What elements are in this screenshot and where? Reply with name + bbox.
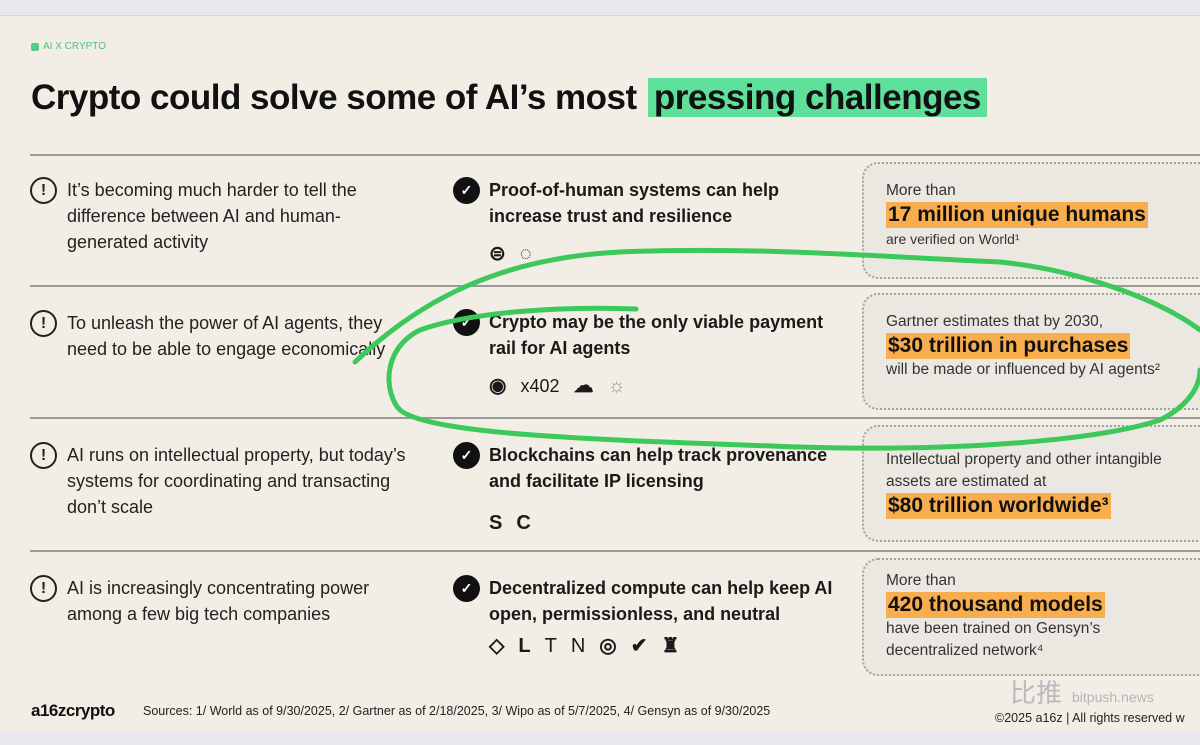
problem-3: ! AI runs on intellectual property, but t… bbox=[30, 442, 420, 520]
stat-card-3: Intellectual property and other intangib… bbox=[862, 425, 1200, 542]
watermark: 比推 bbox=[1010, 678, 1063, 708]
stat-card-4: More than 420 thousand models have been tr… bbox=[862, 558, 1200, 676]
copyright: ©2025 a16z | All rights reserved w bbox=[995, 711, 1185, 725]
sun-logo-icon: ☼ bbox=[607, 375, 626, 397]
problem-4: ! AI is increasingly concentrating power … bbox=[30, 575, 420, 627]
alert-icon: ! bbox=[30, 575, 57, 602]
n-logo-icon: N bbox=[570, 635, 586, 657]
camp-logo-icon: C bbox=[516, 512, 531, 534]
alert-icon: ! bbox=[30, 310, 57, 337]
world-logo-icon: ⊜ bbox=[489, 243, 506, 265]
a16z-crypto-logo: a16zcrypto bbox=[31, 701, 115, 720]
figure-logo-icon: ♜ bbox=[661, 635, 680, 657]
t-logo-icon: T bbox=[544, 635, 557, 657]
page-title: Crypto could solve some of AI’s most pre… bbox=[31, 78, 987, 118]
cloudflare-logo-icon: ☁ bbox=[573, 375, 594, 397]
stat-card-1: More than 17 million unique humans are ver… bbox=[862, 162, 1200, 279]
check-icon: ✓ bbox=[453, 177, 480, 204]
solution-3: ✓ Blockchains can help track provenance a… bbox=[453, 442, 843, 536]
sources-note: Sources: 1/ World as of 9/30/2025, 2/ Ga… bbox=[143, 704, 771, 718]
title-highlight: pressing challenges bbox=[647, 78, 987, 117]
check-icon: ✓ bbox=[453, 442, 480, 469]
x402-logo: x402 bbox=[520, 376, 560, 396]
solution-4: ✓ Decentralized compute can help keep AI … bbox=[453, 575, 843, 659]
alert-icon: ! bbox=[30, 177, 57, 204]
divider bbox=[30, 285, 1200, 287]
coinbase-logo-icon: ◉ bbox=[489, 375, 507, 397]
tag-square-icon bbox=[31, 42, 39, 51]
watermark-url: bitpush.news bbox=[1072, 689, 1154, 705]
stat-card-2: Gartner estimates that by 2030, $30 trill… bbox=[862, 293, 1200, 410]
solution-2: ✓ Crypto may be the only viable payment r… bbox=[453, 309, 843, 399]
divider bbox=[30, 154, 1200, 156]
problem-1: ! It’s becoming much harder to tell the d… bbox=[30, 177, 420, 255]
problem-2: ! To unleash the power of AI agents, they… bbox=[30, 310, 420, 362]
block-logo-icon: L bbox=[518, 635, 531, 657]
check-icon: ✓ bbox=[453, 575, 480, 602]
diamond-logo-icon: ◇ bbox=[489, 635, 505, 657]
divider bbox=[30, 550, 1200, 552]
divider bbox=[30, 417, 1200, 419]
alert-icon: ! bbox=[30, 442, 57, 469]
solution-1: ✓ Proof-of-human systems can help increas… bbox=[453, 177, 843, 267]
section-tag: AI X CRYPTO bbox=[31, 41, 106, 52]
check-icon: ✓ bbox=[453, 309, 480, 336]
check-badge-logo-icon: ✔ bbox=[630, 635, 648, 657]
dotted-circle-logo-icon: ◌ bbox=[519, 243, 532, 265]
story-logo-icon: S bbox=[489, 512, 503, 534]
ring-logo-icon: ◎ bbox=[599, 635, 617, 657]
